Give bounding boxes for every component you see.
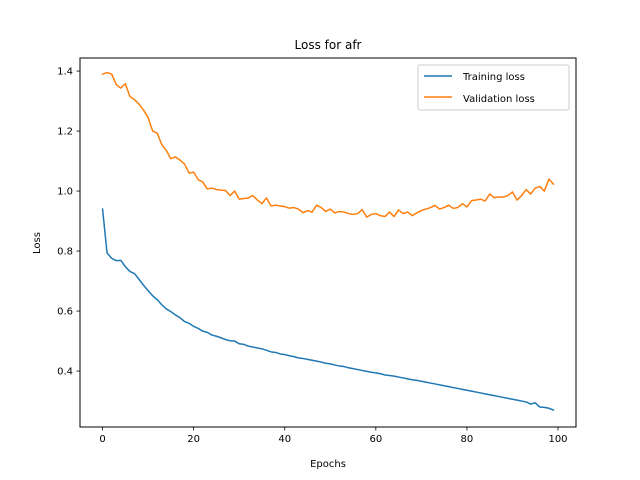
legend-label-training: Training loss	[462, 72, 525, 83]
x-tick-label: 100	[548, 434, 567, 445]
x-tick-label: 80	[461, 434, 474, 445]
x-tick-label: 60	[369, 434, 382, 445]
x-tick-label: 40	[278, 434, 291, 445]
legend-label-validation: Validation loss	[463, 94, 535, 105]
y-tick-label: 1.4	[57, 67, 73, 78]
y-axis-label: Loss	[32, 232, 43, 254]
chart-title: Loss for afr	[295, 38, 362, 52]
legend-box	[417, 64, 570, 111]
y-axis: 0.4 0.6 0.8 1.0 1.2 1.4	[57, 67, 80, 378]
plot-frame	[79, 57, 577, 428]
y-tick-label: 0.6	[57, 307, 73, 318]
y-tick-label: 1.0	[57, 187, 73, 198]
y-tick-label: 0.4	[57, 367, 73, 378]
x-tick-label: 20	[187, 434, 200, 445]
plot-background	[80, 58, 576, 427]
x-axis-label: Epochs	[310, 459, 346, 470]
validation-loss-line	[101, 71, 555, 218]
x-tick-label: 0	[99, 434, 105, 445]
y-tick-label: 0.8	[57, 247, 73, 258]
series-layer	[101, 71, 555, 412]
y-tick-label: 1.2	[57, 127, 73, 138]
legend: Training loss Validation loss	[417, 64, 570, 111]
training-loss-line	[101, 208, 555, 412]
x-axis: 0 20 40 60 80 100	[99, 427, 568, 445]
plot-area	[79, 57, 577, 428]
